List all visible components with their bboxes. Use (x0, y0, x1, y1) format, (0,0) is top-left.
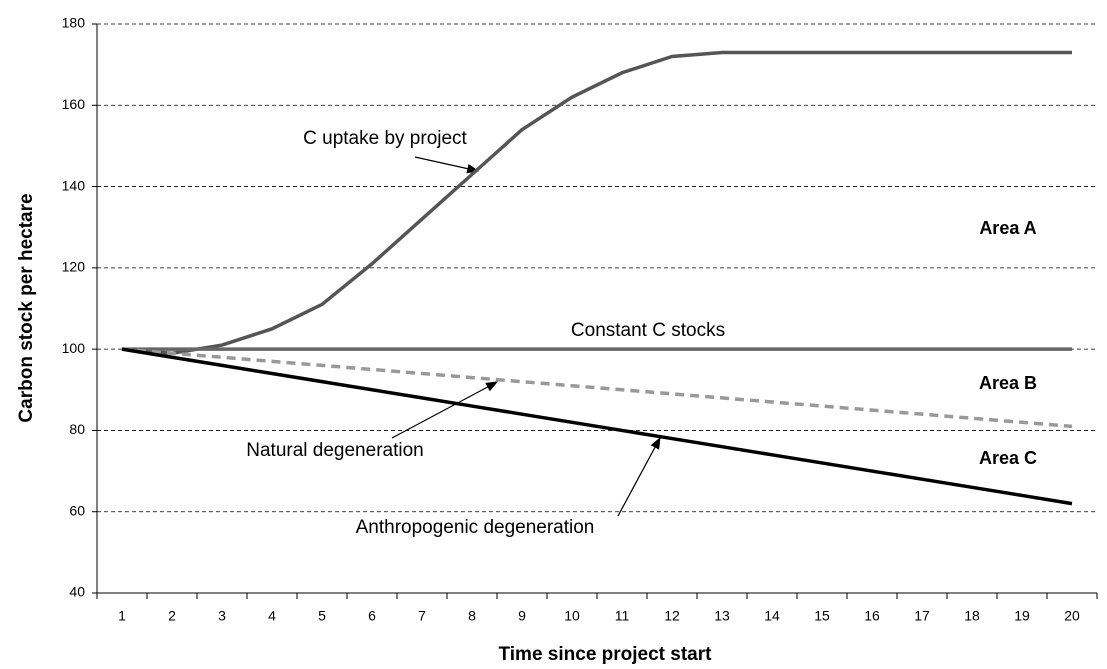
series-label: Anthropogenic degeneration (356, 517, 595, 538)
x-tick-label: 19 (1014, 608, 1030, 624)
x-tick-label: 15 (814, 608, 830, 624)
y-tick-label: 140 (62, 177, 86, 193)
x-tick-label: 11 (615, 608, 630, 624)
x-tick-label: 5 (318, 608, 326, 624)
y-tick-label: 180 (62, 15, 86, 31)
arrow (414, 156, 480, 174)
x-tick-label: 9 (518, 608, 526, 624)
x-tick-label: 3 (218, 608, 226, 624)
annotation: Area C (979, 448, 1037, 468)
x-tick-label: 18 (964, 608, 980, 624)
line (121, 347, 1073, 506)
x-tick-label: 12 (664, 608, 680, 624)
x-tick-label: 16 (864, 608, 880, 624)
y-tick-label: 60 (69, 502, 85, 518)
x-tick-label: 4 (268, 608, 276, 624)
y-axis-title: Carbon stock per hectare (16, 193, 37, 422)
y-tick-label: 80 (69, 421, 85, 437)
x-tick-label: 10 (564, 608, 580, 624)
y-tick-label: 40 (69, 584, 85, 600)
series-label: Constant C stocks (571, 320, 725, 341)
series-label: C uptake by project (303, 128, 467, 149)
x-tick-label: 13 (714, 608, 730, 624)
y-tick-label: 100 (62, 340, 86, 356)
x-tick-label: 6 (368, 608, 376, 624)
x-tick-label: 2 (168, 608, 176, 624)
x-tick-label: 7 (418, 608, 426, 624)
y-tick-label: 160 (62, 96, 86, 112)
arrow (617, 436, 661, 517)
line (121, 50, 1072, 355)
arrow (391, 381, 499, 439)
x-tick-label: 17 (914, 608, 930, 624)
annotation: Area A (979, 218, 1036, 238)
x-tick-label: 1 (118, 608, 126, 624)
annotation: Area B (979, 373, 1037, 393)
y-tick-label: 120 (62, 259, 86, 275)
x-tick-label: 20 (1064, 608, 1080, 624)
x-tick-label: 8 (468, 608, 476, 624)
line (121, 347, 1073, 429)
x-axis-title: Time since project start (499, 644, 713, 665)
x-tick-label: 14 (764, 608, 780, 624)
series-label: Natural degeneration (246, 440, 423, 461)
